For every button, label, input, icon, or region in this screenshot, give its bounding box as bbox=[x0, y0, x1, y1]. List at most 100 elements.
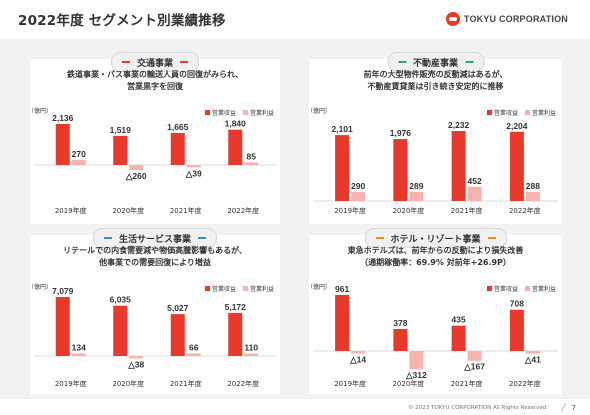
revenue-bar bbox=[509, 131, 524, 201]
page-number: 7 bbox=[571, 404, 576, 412]
revenue-bar bbox=[335, 135, 350, 201]
revenue-bar bbox=[55, 297, 70, 356]
legend-profit: 営業利益 bbox=[524, 108, 556, 117]
profit-value-label: △312 bbox=[405, 370, 427, 380]
profit-value-label: 288 bbox=[526, 181, 540, 191]
profit-value-label: 85 bbox=[247, 152, 257, 162]
revenue-bar bbox=[55, 124, 70, 165]
profit-value-label: △167 bbox=[463, 362, 485, 372]
dash-right bbox=[198, 237, 207, 239]
dash-left bbox=[375, 237, 384, 239]
legend-revenue: 営業収益 bbox=[204, 284, 236, 293]
profit-value-label: 66 bbox=[189, 343, 199, 353]
revenue-value-label: 708 bbox=[510, 299, 524, 309]
segment-title: 生活サービス事業 bbox=[118, 234, 192, 245]
segment-description: 東急ホテルズは、前年からの反動により損失改善 （通期稼働率：69.9% 対前年+2… bbox=[309, 245, 562, 269]
revenue-value-label: 1,840 bbox=[225, 119, 247, 129]
profit-value-label: △38 bbox=[127, 360, 144, 370]
profit-bar bbox=[467, 351, 482, 361]
legend-profit: 営業利益 bbox=[242, 108, 274, 117]
category-label: 2020年度 bbox=[392, 379, 424, 388]
description-line: 前年の大型物件販売の反動減はあるが、 bbox=[363, 70, 508, 79]
logo-text: TOKYU CORPORATION bbox=[463, 14, 568, 24]
company-logo: TOKYU CORPORATION bbox=[445, 11, 568, 27]
panel-real-estate: 不動産事業 前年の大型物件販売の反動減はあるが、 不動産賃貸業は引き続き安定的に推… bbox=[307, 52, 562, 224]
category-label: 2020年度 bbox=[112, 379, 144, 388]
revenue-value-label: 1,519 bbox=[110, 125, 132, 135]
segment-title: 交通事業 bbox=[136, 58, 174, 69]
description-line: 営業黒字を回復 bbox=[127, 82, 183, 91]
profit-value-label: △39 bbox=[185, 169, 202, 179]
dash-left bbox=[103, 237, 112, 239]
revenue-value-label: 6,035 bbox=[110, 295, 132, 305]
revenue-bar bbox=[170, 133, 185, 165]
legend-swatch bbox=[524, 286, 530, 291]
copyright: © 2023 TOKYU CORPORATION All Rights Rese… bbox=[408, 405, 548, 411]
revenue-bar bbox=[113, 135, 128, 165]
category-label: 2019年度 bbox=[334, 206, 366, 215]
profit-bar bbox=[71, 353, 86, 356]
legend-label: 営業収益 bbox=[493, 286, 518, 293]
description-line: 不動産賃貸業は引き続き安定的に推移 bbox=[367, 82, 504, 91]
tokyu-logo-icon bbox=[445, 12, 460, 26]
legend-swatch bbox=[242, 110, 248, 115]
profit-value-label: △41 bbox=[524, 355, 541, 365]
panel-transport: 交通事業 鉄道事業・バス事業の輸送人員の回復がみられ、 営業黒字を回復 （億円） 営業… bbox=[28, 52, 280, 224]
dash-right bbox=[180, 61, 189, 63]
category-label: 2020年度 bbox=[392, 206, 424, 215]
description-line: 東急ホテルズは、前年からの反動により損失改善 bbox=[347, 246, 524, 255]
profit-value-label: 134 bbox=[72, 343, 86, 353]
unit-label: （億円） bbox=[28, 108, 53, 115]
category-label: 2021年度 bbox=[451, 379, 483, 388]
segment-description: 前年の大型物件販売の反動減はあるが、 不動産賃貸業は引き続き安定的に推移 bbox=[309, 69, 562, 93]
category-label: 2022年度 bbox=[509, 379, 541, 388]
profit-bar bbox=[351, 191, 366, 201]
profit-value-label: △260 bbox=[125, 171, 147, 181]
footer-divider bbox=[561, 403, 566, 412]
segment-header-lifestyle: 生活サービス事業 bbox=[92, 228, 218, 248]
segment-header-hotel: ホテル・リゾート事業 bbox=[364, 228, 507, 248]
segment-header-real-estate: 不動産事業 bbox=[386, 52, 485, 72]
legend-label: 営業収益 bbox=[211, 110, 236, 117]
revenue-value-label: 1,665 bbox=[167, 122, 189, 132]
revenue-value-label: 2,232 bbox=[448, 120, 470, 130]
profit-bar bbox=[409, 351, 424, 370]
unit-label: （億円） bbox=[307, 284, 332, 291]
segment-header-transport: 交通事業 bbox=[110, 52, 200, 72]
revenue-value-label: 7,079 bbox=[52, 286, 74, 296]
profit-bar bbox=[409, 191, 424, 201]
category-label: 2021年度 bbox=[170, 379, 202, 388]
legend-label: 営業収益 bbox=[493, 110, 518, 117]
legend-swatch bbox=[486, 110, 492, 115]
legend-swatch bbox=[524, 110, 530, 115]
profit-value-label: △14 bbox=[349, 355, 366, 365]
chart-legend: 営業収益 営業利益 bbox=[486, 284, 556, 293]
bar-chart: 2,136 270 2019年度 1,519 △260 2020年度 1,665 △39 202… bbox=[34, 113, 276, 215]
legend-profit: 営業利益 bbox=[524, 284, 556, 293]
legend-label: 営業利益 bbox=[249, 110, 274, 117]
legend-swatch bbox=[204, 110, 210, 115]
revenue-bar bbox=[393, 328, 408, 351]
profit-bar bbox=[525, 191, 540, 201]
profit-bar bbox=[186, 165, 201, 168]
legend-label: 営業利益 bbox=[531, 110, 556, 117]
revenue-bar bbox=[509, 309, 524, 351]
chart-legend: 営業収益 営業利益 bbox=[486, 108, 556, 117]
legend-swatch bbox=[242, 286, 248, 291]
revenue-bar bbox=[393, 139, 408, 201]
panel-hotel-resort: ホテル・リゾート事業 東急ホテルズは、前年からの反動により損失改善 （通期稼働率：… bbox=[307, 228, 562, 395]
revenue-value-label: 5,172 bbox=[225, 302, 247, 312]
revenue-bar bbox=[451, 325, 466, 351]
profit-bar bbox=[71, 159, 86, 165]
category-label: 2022年度 bbox=[227, 206, 259, 215]
category-label: 2020年度 bbox=[112, 206, 144, 215]
revenue-value-label: 435 bbox=[452, 315, 466, 325]
revenue-value-label: 1,976 bbox=[390, 128, 412, 138]
category-label: 2019年度 bbox=[334, 379, 366, 388]
revenue-bar bbox=[451, 131, 466, 201]
legend-revenue: 営業収益 bbox=[486, 284, 518, 293]
profit-bar bbox=[186, 353, 201, 356]
revenue-bar bbox=[228, 129, 243, 165]
legend-label: 営業利益 bbox=[531, 286, 556, 293]
category-label: 2019年度 bbox=[55, 379, 87, 388]
